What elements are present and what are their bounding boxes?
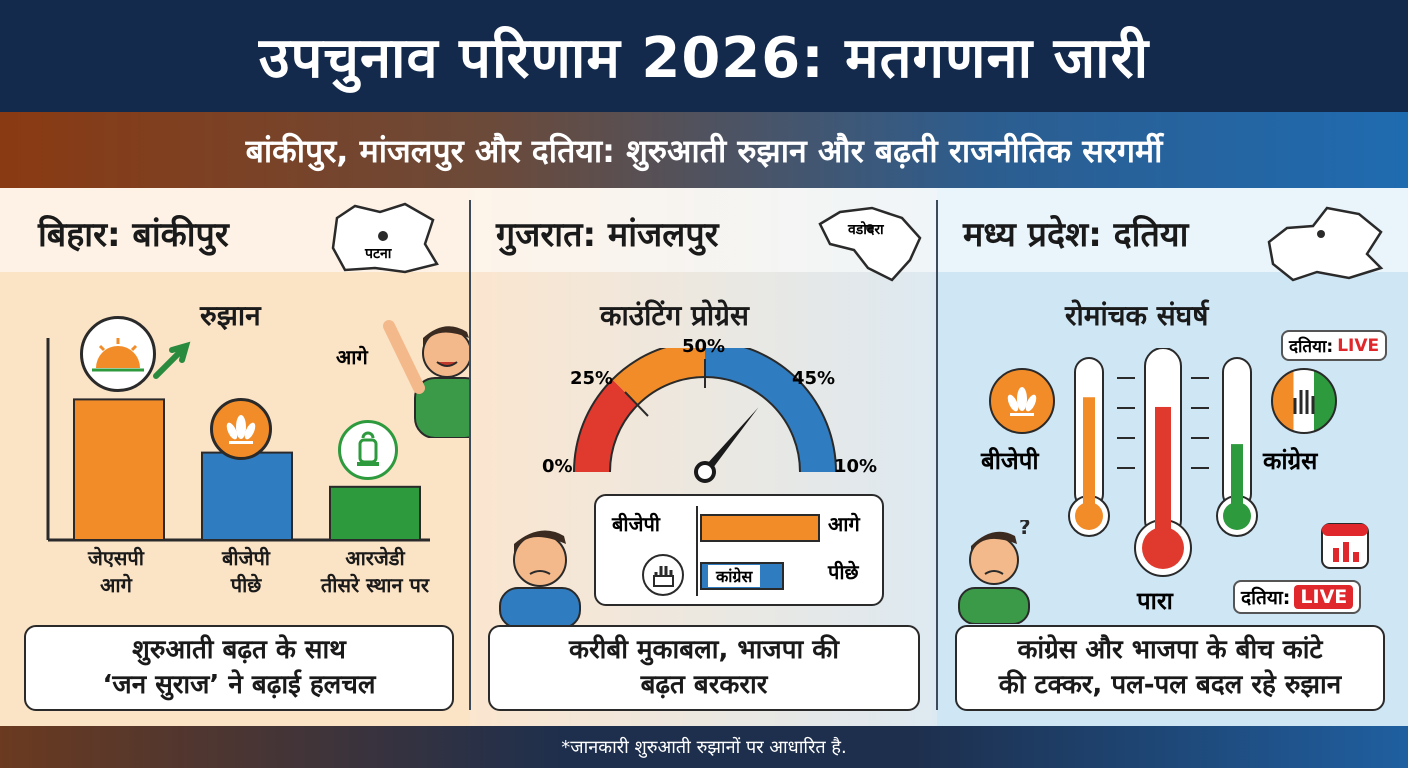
svg-text:?: ? bbox=[1019, 520, 1031, 539]
bar-jsp bbox=[73, 398, 165, 542]
bihar-chart-title: रुझान bbox=[200, 299, 261, 332]
compare-bar-bjp bbox=[700, 514, 821, 542]
calendar-icon bbox=[1321, 523, 1369, 569]
congress-hand-icon bbox=[642, 554, 684, 596]
footer-note: *जानकारी शुरुआती रुझानों पर आधारित है. bbox=[561, 737, 847, 758]
comparison-box: बीजेपी आगे कांग्रेस पीछे bbox=[594, 494, 884, 606]
bjp-logo-icon bbox=[210, 398, 272, 460]
bar-bjp bbox=[201, 451, 293, 541]
bar-label-jsp: जेएसपी आगे bbox=[88, 546, 144, 597]
mp-congress-logo-icon bbox=[1271, 368, 1337, 434]
page-title: उपचुनाव परिणाम 2026: मतगणना जारी bbox=[258, 26, 1150, 91]
bar-label-bjp: बीजेपी पीछे bbox=[222, 546, 270, 597]
gujarat-map-icon bbox=[818, 206, 922, 282]
bihar-panel: बिहार: बांकीपुर पटना रुझान आगे जेएसपी आगे bbox=[0, 188, 561, 726]
compare-label-bjp: बीजेपी bbox=[612, 512, 660, 536]
bihar-map-icon bbox=[331, 202, 439, 274]
compare-status-congress: पीछे bbox=[828, 560, 859, 584]
subtitle-bar: बांकीपुर, मांजलपुर और दतिया: शुरुआती रुझ… bbox=[0, 112, 1408, 188]
gujarat-map-label: वडोदरा bbox=[848, 222, 884, 238]
bihar-lead-word: आगे bbox=[336, 345, 368, 369]
gujarat-heading: गुजरात: मांजलपुर bbox=[496, 215, 719, 255]
mp-section-title: रोमांचक संघर्ष bbox=[1065, 299, 1209, 332]
lantern-icon bbox=[338, 420, 398, 480]
bar-rjd bbox=[329, 485, 421, 542]
footer: *जानकारी शुरुआती रुझानों पर आधारित है. bbox=[0, 726, 1408, 768]
gauge-label-q3: 45% bbox=[792, 368, 836, 389]
mp-bjp-label: बीजेपी bbox=[981, 447, 1039, 475]
thermo-center-label: पारा bbox=[1137, 587, 1173, 615]
mp-heading: मध्य प्रदेश: दतिया bbox=[963, 215, 1189, 255]
thermo-fill-congress bbox=[1231, 444, 1243, 508]
bihar-map-label: पटना bbox=[365, 246, 392, 262]
gauge-label-q1: 25% bbox=[570, 368, 614, 389]
counting-gauge bbox=[573, 348, 837, 483]
bihar-heading: बिहार: बांकीपुर bbox=[38, 215, 229, 255]
compare-status-bjp: आगे bbox=[828, 512, 860, 536]
gauge-title: काउंटिंग प्रोग्रेस bbox=[600, 299, 749, 332]
mp-panel: मध्य प्रदेश: दतिया रोमांचक संघर्ष दतिया:… bbox=[937, 188, 1408, 726]
compare-label-congress: कांग्रेस bbox=[708, 565, 761, 587]
mp-bjp-logo-icon bbox=[989, 368, 1055, 434]
divider-right bbox=[936, 200, 938, 710]
gauge-label-zero: 0% bbox=[542, 456, 573, 477]
divider-left bbox=[469, 200, 471, 710]
title-bar: उपचुनाव परिणाम 2026: मतगणना जारी bbox=[0, 0, 1408, 112]
gujarat-caption: करीबी मुकाबला, भाजपा की बढ़त बरकरार bbox=[488, 625, 920, 711]
thermometers bbox=[1068, 348, 1258, 577]
gauge-label-half: 50% bbox=[682, 336, 726, 357]
jsp-logo-icon bbox=[80, 316, 156, 392]
mp-caption: कांग्रेस और भाजपा के बीच कांटे की टक्कर, … bbox=[955, 625, 1385, 711]
gauge-label-end: 10% bbox=[834, 456, 878, 477]
mp-map-icon bbox=[1267, 206, 1384, 282]
page-subtitle: बांकीपुर, मांजलपुर और दतिया: शुरुआती रुझ… bbox=[245, 131, 1163, 170]
worried-person-icon bbox=[499, 530, 581, 628]
compare-bar-congress: कांग्रेस bbox=[700, 562, 784, 590]
bihar-caption: शुरुआती बढ़त के साथ ‘जन सुराज’ ने बढ़ाई ह… bbox=[24, 625, 454, 711]
mp-congress-label: कांग्रेस bbox=[1263, 447, 1318, 475]
thermo-fill-center bbox=[1155, 406, 1171, 538]
gujarat-panel: गुजरात: मांजलपुर वडोदरा काउंटिंग प्रोग्र… bbox=[470, 188, 937, 726]
bihar-bar-chart bbox=[46, 338, 430, 542]
live-badge-top: दतिया: LIVE bbox=[1281, 330, 1388, 361]
confused-person-icon: ? bbox=[958, 520, 1031, 624]
live-badge-bottom: दतिया: LIVE bbox=[1233, 580, 1362, 614]
gauge-needle bbox=[701, 407, 759, 475]
thermo-fill-bjp bbox=[1083, 397, 1095, 508]
bar-label-rjd: आरजेडी तीसरे स्थान पर bbox=[320, 546, 430, 597]
